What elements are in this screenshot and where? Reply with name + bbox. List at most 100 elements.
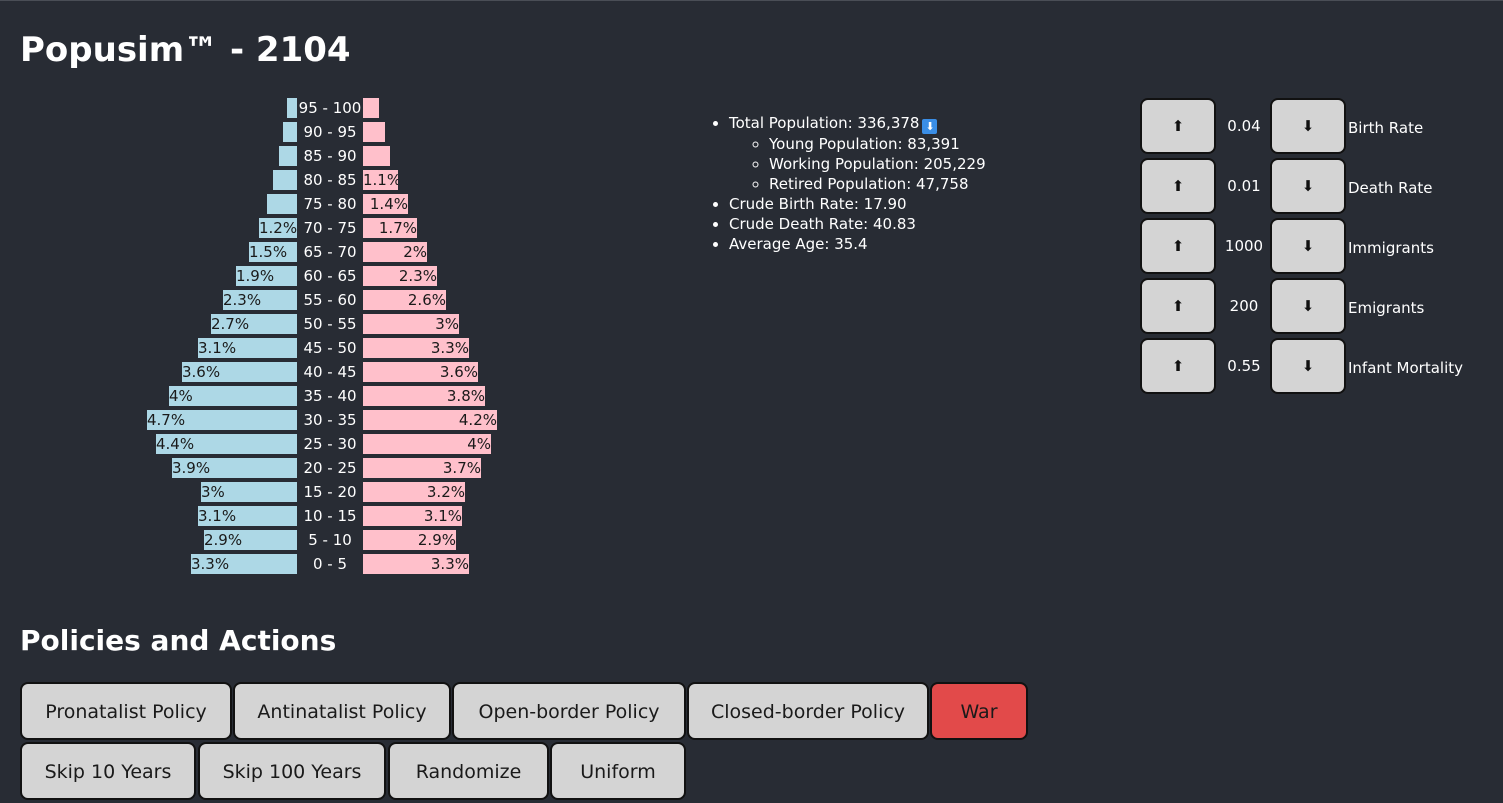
infant-mortality-increase-button[interactable]: ⬆ <box>1140 338 1216 394</box>
down-arrow-icon: ⬇ <box>922 119 938 134</box>
age-group-label: 20 - 25 <box>303 459 357 477</box>
age-group-label: 40 - 45 <box>303 363 357 381</box>
app-title: Popusim™ - 2104 <box>20 30 351 70</box>
male-bar <box>279 146 297 166</box>
male-bar: 3.1% <box>198 506 297 526</box>
age-group-label: 55 - 60 <box>303 291 357 309</box>
pyramid-row: 95 - 100 <box>0 98 560 118</box>
age-group-label: 15 - 20 <box>303 483 357 501</box>
pyramid-row: 3.3% 0 - 5 3.3% <box>0 554 560 574</box>
average-age: Average Age: 35.4 <box>729 234 986 254</box>
female-bar: 1.7% <box>363 218 417 238</box>
male-bar <box>283 122 297 142</box>
young-population: Young Population: 83,391 <box>769 134 986 154</box>
age-group-label: 45 - 50 <box>303 339 357 357</box>
female-bar: 3.7% <box>363 458 481 478</box>
female-bar: 2.9% <box>363 530 456 550</box>
female-bar: 2.3% <box>363 266 437 286</box>
female-bar: 4.2% <box>363 410 497 430</box>
age-group-label: 85 - 90 <box>303 147 357 165</box>
pronatalist-policy-button[interactable]: Pronatalist Policy <box>20 682 232 740</box>
age-group-label: 80 - 85 <box>303 171 357 189</box>
pyramid-row: 80 - 85 1.1% <box>0 170 560 190</box>
age-group-label: 5 - 10 <box>308 531 352 549</box>
male-bar: 1.9% <box>236 266 297 286</box>
crude-birth-rate: Crude Birth Rate: 17.90 <box>729 194 986 214</box>
female-bar: 2% <box>363 242 427 262</box>
male-bar: 3% <box>201 482 297 502</box>
female-bar: 3.8% <box>363 386 485 406</box>
pyramid-row: 85 - 90 <box>0 146 560 166</box>
pyramid-row: 3.1% 10 - 15 3.1% <box>0 506 560 526</box>
age-group-label: 30 - 35 <box>303 411 357 429</box>
skip-10-years-button[interactable]: Skip 10 Years <box>20 742 196 800</box>
pyramid-row: 2.7% 50 - 55 3% <box>0 314 560 334</box>
female-bar: 3.6% <box>363 362 478 382</box>
male-bar <box>273 170 297 190</box>
male-bar: 4.4% <box>156 434 297 454</box>
female-bar: 3% <box>363 314 459 334</box>
control-row-death-rate: ⬆ 0.01 ⬇ Death Rate <box>1140 158 1500 218</box>
emigrants-value: 200 <box>1229 297 1259 315</box>
crude-death-rate: Crude Death Rate: 40.83 <box>729 214 986 234</box>
war-button[interactable]: War <box>930 682 1028 740</box>
age-group-label: 10 - 15 <box>303 507 357 525</box>
male-bar: 4% <box>169 386 297 406</box>
control-row-infant-mortality: ⬆ 0.55 ⬇ Infant Mortality <box>1140 338 1500 398</box>
age-group-label: 50 - 55 <box>303 315 357 333</box>
death-rate-value: 0.01 <box>1227 177 1261 195</box>
skip-100-years-button[interactable]: Skip 100 Years <box>198 742 386 800</box>
immigrants-decrease-button[interactable]: ⬇ <box>1270 218 1346 274</box>
female-bar: 3.1% <box>363 506 462 526</box>
death-rate-increase-button[interactable]: ⬆ <box>1140 158 1216 214</box>
death-rate-label: Death Rate <box>1348 179 1433 197</box>
birth-rate-label: Birth Rate <box>1348 119 1424 137</box>
male-bar <box>287 98 297 118</box>
birth-rate-decrease-button[interactable]: ⬇ <box>1270 98 1346 154</box>
age-group-label: 35 - 40 <box>303 387 357 405</box>
age-group-label: 70 - 75 <box>303 219 357 237</box>
pyramid-row: 4.4% 25 - 30 4% <box>0 434 560 454</box>
parameter-controls: ⬆ 0.04 ⬇ Birth Rate ⬆ 0.01 ⬇ Death Rate … <box>1140 98 1500 398</box>
retired-population: Retired Population: 47,758 <box>769 174 986 194</box>
age-group-label: 0 - 5 <box>312 555 348 573</box>
top-border <box>0 0 1503 1</box>
closed-border-policy-button[interactable]: Closed-border Policy <box>687 682 929 740</box>
female-bar <box>363 122 385 142</box>
randomize-button[interactable]: Randomize <box>388 742 549 800</box>
male-bar: 3.1% <box>198 338 297 358</box>
total-population-item: Total Population: 336,378⬇ Young Populat… <box>729 113 986 194</box>
age-group-label: 25 - 30 <box>303 435 357 453</box>
female-bar: 1.4% <box>363 194 408 214</box>
emigrants-increase-button[interactable]: ⬆ <box>1140 278 1216 334</box>
male-bar: 1.2% <box>259 218 297 238</box>
infant-mortality-decrease-button[interactable]: ⬇ <box>1270 338 1346 394</box>
age-group-label: 90 - 95 <box>303 123 357 141</box>
open-border-policy-button[interactable]: Open-border Policy <box>452 682 686 740</box>
infant-mortality-value: 0.55 <box>1227 357 1261 375</box>
uniform-button[interactable]: Uniform <box>550 742 686 800</box>
emigrants-label: Emigrants <box>1348 299 1425 317</box>
population-pyramid: 95 - 100 90 - 95 85 - 90 80 - 85 1.1% 75 - 80… <box>0 98 560 578</box>
stats-list: Total Population: 336,378⬇ Young Populat… <box>712 113 986 254</box>
stats-panel: Total Population: 336,378⬇ Young Populat… <box>712 113 986 254</box>
pyramid-row: 75 - 80 1.4% <box>0 194 560 214</box>
female-bar <box>363 146 390 166</box>
male-bar: 3.3% <box>191 554 297 574</box>
male-bar: 3.6% <box>182 362 297 382</box>
death-rate-decrease-button[interactable]: ⬇ <box>1270 158 1346 214</box>
infant-mortality-label: Infant Mortality <box>1348 359 1464 377</box>
pyramid-row: 3.6% 40 - 45 3.6% <box>0 362 560 382</box>
population-breakdown: Young Population: 83,391 Working Populat… <box>729 134 986 194</box>
female-bar: 1.1% <box>363 170 398 190</box>
male-bar: 1.5% <box>249 242 297 262</box>
immigrants-value: 1000 <box>1224 237 1264 255</box>
pyramid-row: 4.7% 30 - 35 4.2% <box>0 410 560 430</box>
pyramid-row: 1.5% 65 - 70 2% <box>0 242 560 262</box>
age-group-label: 65 - 70 <box>303 243 357 261</box>
emigrants-decrease-button[interactable]: ⬇ <box>1270 278 1346 334</box>
female-bar: 3.3% <box>363 338 469 358</box>
antinatalist-policy-button[interactable]: Antinatalist Policy <box>233 682 451 740</box>
birth-rate-increase-button[interactable]: ⬆ <box>1140 98 1216 154</box>
immigrants-increase-button[interactable]: ⬆ <box>1140 218 1216 274</box>
